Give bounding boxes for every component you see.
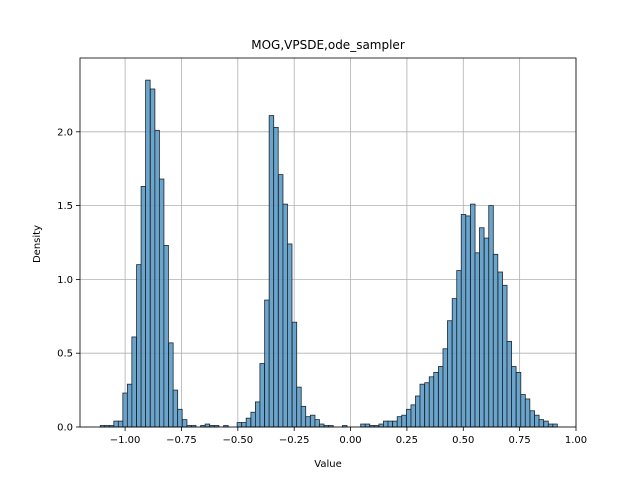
histogram-bar <box>300 405 307 428</box>
histogram-bar <box>524 398 531 428</box>
histogram-bar <box>277 174 284 428</box>
histogram-bar <box>419 383 425 428</box>
histogram-bar <box>396 416 403 428</box>
y-tick-label: 2.0 <box>57 127 73 138</box>
y-tick-label: 0.5 <box>57 349 73 360</box>
histogram-bar <box>259 363 265 428</box>
histogram-bar <box>552 423 558 428</box>
histogram-bar <box>428 376 435 428</box>
histogram-bar <box>154 129 160 428</box>
histogram-bar <box>529 410 535 428</box>
histogram-bar <box>181 419 188 428</box>
chart-title: MOG,VPSDE,ode_sampler <box>251 38 405 52</box>
histogram-bar <box>122 392 128 428</box>
histogram-bar <box>319 423 325 428</box>
histogram-bar <box>113 420 119 428</box>
histogram-bar <box>136 264 142 428</box>
x-axis-ticks: −1.00 −0.75 −0.50 −0.25 0.00 0.25 0.50 0.75 1.00 <box>110 427 587 446</box>
histogram-bar <box>245 417 252 428</box>
histogram-bar <box>149 88 156 428</box>
histogram-bar <box>433 371 439 428</box>
histogram-bar <box>172 389 179 428</box>
histogram-bar <box>492 253 499 428</box>
histogram-bar <box>387 420 393 428</box>
x-axis-label: Value <box>314 459 341 470</box>
histogram-bar <box>401 414 407 428</box>
histogram-bar <box>497 271 503 428</box>
histogram-bar <box>287 243 293 428</box>
histogram-bar <box>268 115 275 428</box>
histogram-bar <box>488 205 494 428</box>
histogram-bar <box>273 126 279 428</box>
plot-frame <box>79 57 577 428</box>
histogram-bar <box>364 423 371 428</box>
x-tick-label: 1.00 <box>565 435 587 446</box>
histogram-bar <box>360 423 366 428</box>
histogram-bar <box>168 342 174 428</box>
histogram-bar <box>383 420 389 428</box>
histogram-bar <box>255 401 261 428</box>
histogram-bar <box>241 422 247 428</box>
histogram-bar <box>296 386 302 428</box>
histogram-bar <box>424 382 430 428</box>
x-tick-label: −0.50 <box>222 435 253 446</box>
histogram-bar <box>538 419 544 428</box>
histogram-bar <box>410 404 416 428</box>
histogram-bar <box>543 420 549 428</box>
histogram-bar <box>502 284 508 428</box>
x-tick-label: 0.00 <box>339 435 361 446</box>
histogram-bar <box>392 420 398 428</box>
histogram-bar <box>506 340 512 428</box>
histogram-bar <box>310 414 316 428</box>
y-tick-label: 0.0 <box>57 423 73 434</box>
x-tick-label: −1.00 <box>110 435 141 446</box>
x-tick-label: −0.75 <box>166 435 197 446</box>
y-tick-label: 1.5 <box>57 201 73 212</box>
histogram-bar <box>483 237 490 428</box>
histogram-bar <box>126 383 133 428</box>
histogram-bar <box>250 411 256 428</box>
histogram-bar <box>291 321 298 428</box>
histogram-bar <box>465 215 471 428</box>
histogram-bar <box>158 178 165 428</box>
histogram-bar <box>520 394 526 428</box>
histogram-bar <box>547 423 554 428</box>
histogram-bar <box>470 203 476 428</box>
histogram-bar <box>145 79 151 428</box>
histogram-bar <box>515 371 522 428</box>
histogram-bar <box>460 214 467 428</box>
histogram-bar <box>305 416 311 428</box>
y-axis-label: Density <box>32 225 43 263</box>
histogram-bar <box>140 186 147 428</box>
histogram-bar <box>314 419 320 428</box>
x-tick-label: −0.25 <box>279 435 310 446</box>
histogram-bar <box>447 320 453 428</box>
histogram-bar <box>378 423 384 428</box>
histogram-bar <box>163 245 169 428</box>
histogram-bar <box>177 408 183 428</box>
histogram-bar <box>117 420 124 428</box>
x-tick-label: 0.50 <box>452 435 474 446</box>
histogram-bar <box>415 395 421 428</box>
histogram-bar <box>438 366 444 428</box>
y-tick-label: 1.0 <box>57 275 73 286</box>
histogram-bar <box>451 298 458 428</box>
histogram-bars <box>99 79 558 428</box>
histogram-bar <box>474 252 480 428</box>
x-tick-label: 0.25 <box>396 435 418 446</box>
histogram-bar <box>131 336 137 428</box>
histogram-bar <box>456 270 462 428</box>
histogram-bar <box>479 227 485 428</box>
histogram-bar <box>511 366 517 428</box>
histogram-bar <box>442 348 448 428</box>
histogram-bar <box>406 408 412 428</box>
x-tick-label: 0.75 <box>509 435 531 446</box>
histogram-bar <box>236 422 243 428</box>
histogram-bar <box>534 414 540 428</box>
histogram-bar <box>204 423 211 428</box>
histogram-bar <box>282 203 288 428</box>
y-axis-ticks: 0.0 0.5 1.0 1.5 2.0 <box>57 127 80 434</box>
histogram-bar <box>264 299 270 428</box>
